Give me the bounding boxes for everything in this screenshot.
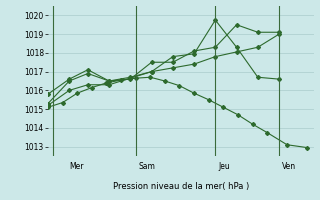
Text: Mer: Mer xyxy=(69,162,84,171)
Text: Sam: Sam xyxy=(138,162,155,171)
Text: Pression niveau de la mer( hPa ): Pression niveau de la mer( hPa ) xyxy=(113,182,249,190)
Text: Ven: Ven xyxy=(282,162,296,171)
Text: Jeu: Jeu xyxy=(218,162,230,171)
